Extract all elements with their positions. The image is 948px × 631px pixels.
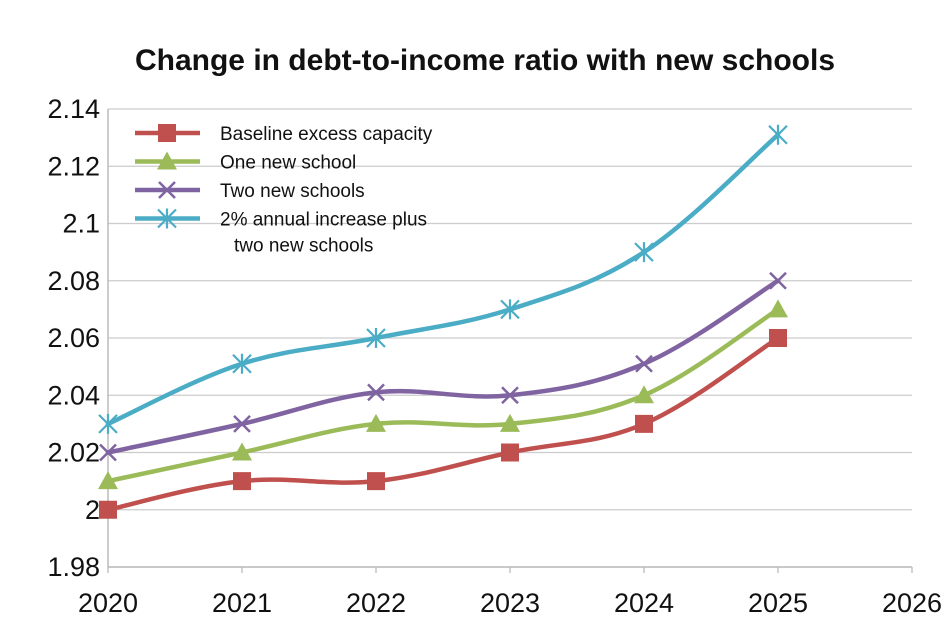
data-point bbox=[233, 472, 251, 491]
y-tick-label: 2.06 bbox=[47, 323, 100, 353]
y-tick-label: 1.98 bbox=[47, 552, 100, 582]
legend-entry: Baseline excess capacity bbox=[135, 124, 433, 145]
data-point bbox=[232, 353, 252, 374]
legend-marker bbox=[157, 151, 177, 170]
data-point bbox=[98, 413, 118, 434]
x-tick-label: 2022 bbox=[346, 588, 406, 618]
y-tick-label: 2.08 bbox=[47, 266, 100, 296]
y-tick-label: 2.12 bbox=[47, 151, 100, 181]
legend-marker bbox=[157, 208, 177, 229]
legend-label: One new school bbox=[220, 153, 356, 174]
series-1 bbox=[98, 299, 788, 490]
y-tick-label: 2.1 bbox=[62, 209, 100, 239]
legend-label: Baseline excess capacity bbox=[220, 124, 433, 145]
series-3 bbox=[98, 124, 788, 434]
legend-marker bbox=[158, 181, 176, 199]
series-line bbox=[105, 307, 781, 484]
y-tick-label: 2.02 bbox=[47, 438, 100, 468]
data-point bbox=[634, 242, 654, 263]
chart-title: Change in debt-to-income ratio with new … bbox=[135, 44, 835, 77]
data-point bbox=[635, 354, 653, 373]
data-point bbox=[232, 442, 252, 461]
series-line bbox=[105, 132, 781, 427]
data-point bbox=[233, 414, 251, 433]
x-tick-label: 2026 bbox=[882, 588, 942, 618]
y-tick-label: 2.04 bbox=[47, 380, 100, 410]
x-tick-label: 2021 bbox=[212, 588, 272, 618]
y-tick-label: 2.14 bbox=[47, 94, 100, 124]
data-point bbox=[769, 271, 787, 290]
x-tick-label: 2020 bbox=[78, 588, 138, 618]
data-point bbox=[769, 329, 787, 347]
data-point bbox=[367, 383, 385, 402]
data-point bbox=[98, 471, 118, 490]
data-point bbox=[366, 413, 386, 432]
data-point bbox=[501, 386, 519, 405]
series-group bbox=[98, 124, 788, 519]
series-2 bbox=[99, 271, 787, 462]
y-tick-label: 2 bbox=[85, 495, 100, 525]
x-tick-label: 2023 bbox=[480, 588, 540, 618]
legend-label: 2% annual increase plus bbox=[220, 210, 427, 231]
data-point bbox=[366, 328, 386, 348]
legend: Baseline excess capacity One new school Tw… bbox=[135, 124, 433, 257]
data-point bbox=[768, 124, 788, 145]
data-point bbox=[500, 413, 520, 432]
legend-entry: One new school bbox=[135, 151, 356, 174]
legend-entry: Two new schools bbox=[135, 181, 365, 202]
data-point bbox=[768, 299, 788, 318]
data-point bbox=[634, 385, 654, 404]
series-0 bbox=[99, 329, 787, 519]
legend-label: two new schools bbox=[234, 236, 373, 257]
data-point bbox=[99, 443, 117, 462]
data-point bbox=[367, 472, 385, 491]
x-tick-label: 2025 bbox=[748, 588, 808, 618]
data-point bbox=[501, 443, 519, 462]
x-tick-label: 2024 bbox=[614, 588, 674, 618]
axes: 1.98 2 2.02 2.04 2.06 2.08 2.1 2.12 2.14 2020 2021… bbox=[47, 94, 942, 618]
legend-marker bbox=[158, 124, 176, 142]
legend-entry: 2% annual increase plus two new schools bbox=[135, 208, 427, 257]
series-line bbox=[105, 335, 781, 512]
legend-label: Two new schools bbox=[220, 181, 365, 202]
series-line bbox=[105, 278, 781, 455]
data-point bbox=[635, 414, 653, 433]
data-point bbox=[500, 299, 520, 320]
data-point bbox=[99, 500, 117, 519]
